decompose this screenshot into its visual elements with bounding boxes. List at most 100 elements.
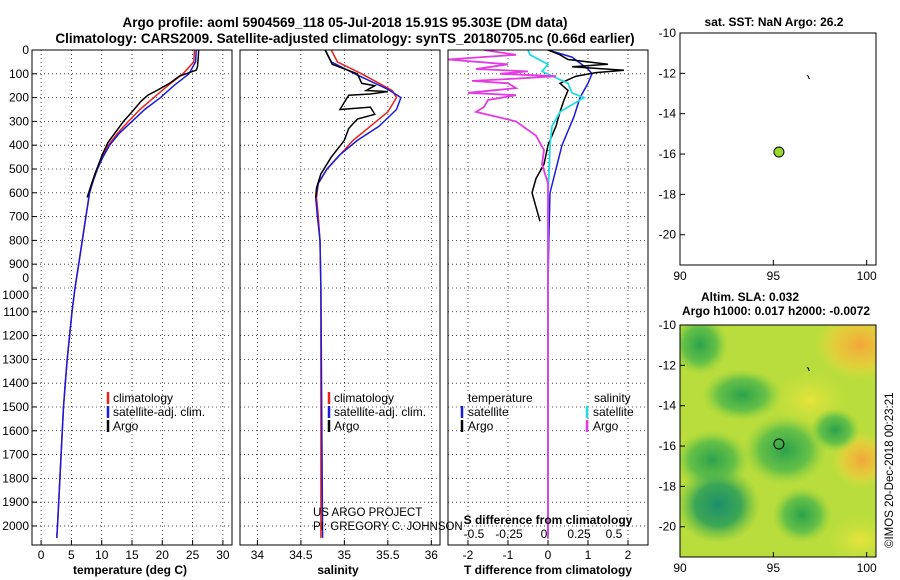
- x-tick-label: 15: [125, 548, 139, 562]
- depth-tick-label: 400: [9, 138, 29, 152]
- sla-map-subtitle: Argo h1000: 0.017 h2000: -0.0072: [682, 304, 870, 318]
- s-diff-tick-label: 0: [541, 527, 548, 541]
- lat-tick-label: -20: [659, 228, 677, 242]
- difference-x-axis: -2 -1 0 1 2: [463, 540, 632, 562]
- salinity-lines: [314, 50, 402, 538]
- x-tick-label: 10: [95, 548, 109, 562]
- legend-s-argo: Argo: [593, 419, 619, 433]
- difference-panel: -2 -1 0 1 2 -0.5 -0.25 0 0.25 0.5 S difference f…: [447, 49, 649, 577]
- x-tick-label: 34.5: [289, 548, 313, 562]
- depth-tick-label: 300: [9, 114, 29, 128]
- sst-map-marks: [773, 74, 811, 158]
- sst-map-frame: [679, 32, 877, 266]
- legend-t-satellite: satellite: [468, 405, 509, 419]
- legend-climatology: climatology: [334, 391, 394, 405]
- sla-map-axes: -10 -12 -14 -16 -18 -20 90 95 100: [659, 318, 877, 575]
- temperature-x-axis: 0 5 10 15 20 25 30: [38, 540, 230, 562]
- sla-deep-low: [680, 467, 760, 543]
- figure-title-line1: Argo profile: aoml 5904569_118 05-Jul-20…: [123, 15, 568, 30]
- s-diff-label: S difference from climatology: [464, 513, 633, 527]
- depth-tick-label: 0: [22, 271, 29, 285]
- lat-tick-label: -16: [659, 439, 677, 453]
- x-tick-label: 30: [216, 548, 230, 562]
- imos-credit: ©IMOS 20-Dec-2018 00:23:21: [884, 392, 896, 548]
- legend-satellite-adj: satellite-adj. clim.: [334, 405, 426, 419]
- depth-tick-label: 600: [9, 186, 29, 200]
- lon-tick-label: 90: [673, 561, 687, 575]
- depth-tick-label: 0: [22, 43, 29, 57]
- credit-project: US ARGO PROJECT: [313, 507, 422, 519]
- temperature-grid: [32, 49, 232, 545]
- depth-tick-label: 1000: [2, 288, 29, 302]
- x-tick-label: 35.5: [376, 548, 400, 562]
- temperature-legend: climatology satellite-adj. clim. Argo: [106, 391, 205, 433]
- s-diff-tick-label: 0.25: [567, 527, 591, 541]
- sla-map-frame: [679, 324, 877, 558]
- depth-tick-label: 1100: [3, 305, 29, 319]
- depth-tick-label: 1800: [2, 471, 29, 485]
- lat-tick-label: -10: [659, 26, 677, 40]
- s-diff-satellite-line: [527, 50, 587, 538]
- sla-low-northwest: [680, 325, 728, 375]
- sla-map-panel: Altim. SLA: 0.032 Argo h1000: 0.017 h200…: [659, 290, 877, 575]
- x-tick-label: 0: [545, 548, 552, 562]
- t-diff-argo-line: [531, 50, 625, 222]
- argo-float-marker: [773, 146, 785, 158]
- depth-tick-label: 1700: [2, 448, 29, 462]
- figure-title-line2: Climatology: CARS2009. Satellite-adjuste…: [55, 31, 634, 46]
- legend-argo: Argo: [334, 419, 360, 433]
- sla-high-northeast: [815, 325, 876, 380]
- depth-tick-label: 800: [9, 233, 29, 247]
- x-tick-label: 36: [425, 548, 439, 562]
- depth-tick-label: 500: [9, 162, 29, 176]
- temperature-climatology-line: [56, 50, 196, 538]
- x-tick-label: -1: [503, 548, 514, 562]
- lon-tick-label: 100: [857, 561, 877, 575]
- x-tick-label: 20: [156, 548, 170, 562]
- sla-low-north-center: [702, 369, 782, 421]
- legend-climatology: climatology: [113, 391, 173, 405]
- sst-map-title: sat. SST: NaN Argo: 26.2: [705, 15, 844, 29]
- sla-low-east: [810, 408, 860, 452]
- legend-t-argo: Argo: [468, 419, 494, 433]
- depth-tick-label: 700: [9, 210, 29, 224]
- lat-tick-label: -10: [659, 318, 677, 332]
- legend-salinity-heading: salinity: [594, 391, 631, 405]
- depth-tick-label: 2000: [2, 519, 29, 533]
- lat-tick-label: -20: [659, 520, 677, 534]
- salinity-grid: [240, 49, 440, 545]
- x-tick-label: 34: [251, 548, 265, 562]
- lon-tick-label: 95: [767, 269, 781, 283]
- salinity-x-axis: 34 34.5 35 35.5 36: [251, 540, 439, 562]
- lon-tick-label: 100: [857, 269, 877, 283]
- salinity-xlabel: salinity: [317, 563, 359, 577]
- s-difference-axis: -0.5 -0.25 0 0.25 0.5: [464, 527, 623, 541]
- depth-tick-label: 1200: [2, 329, 29, 343]
- argo-float-marker: [773, 438, 785, 450]
- s-diff-tick-label: -0.5: [464, 527, 485, 541]
- depth-tick-label: 1500: [2, 400, 29, 414]
- x-tick-label: 0: [38, 548, 45, 562]
- sla-heatmap: [680, 325, 876, 557]
- lat-tick-label: -18: [659, 479, 677, 493]
- depth-axis: 0100200300400500600700800900010001100120…: [2, 43, 37, 533]
- credit-pi: PI: GREGORY C. JOHNSON: [313, 521, 463, 533]
- lon-tick-label: 95: [767, 561, 781, 575]
- x-tick-label: 35: [338, 548, 352, 562]
- x-tick-label: 5: [68, 548, 75, 562]
- x-tick-label: 2: [625, 548, 632, 562]
- lat-tick-label: -16: [659, 147, 677, 161]
- salinity-panel: 34 34.5 35 35.5 36 salinity climatology sate…: [239, 49, 463, 577]
- x-tick-label: 25: [186, 548, 200, 562]
- salinity-legend: climatology satellite-adj. clim. Argo: [327, 391, 426, 433]
- s-diff-tick-label: -0.25: [495, 527, 523, 541]
- depth-tick-label: 1400: [2, 376, 29, 390]
- salinity-satellite-line: [314, 50, 402, 538]
- t-diff-xlabel: T difference from climatology: [464, 563, 632, 577]
- sst-map-panel: sat. SST: NaN Argo: 26.2 -10 -12 -14 -16 -18…: [659, 15, 877, 283]
- lon-tick-label: 90: [673, 269, 687, 283]
- sst-map-axes: -10 -12 -14 -16 -18 -20 90 95 100: [659, 26, 877, 283]
- difference-lines: [448, 50, 625, 538]
